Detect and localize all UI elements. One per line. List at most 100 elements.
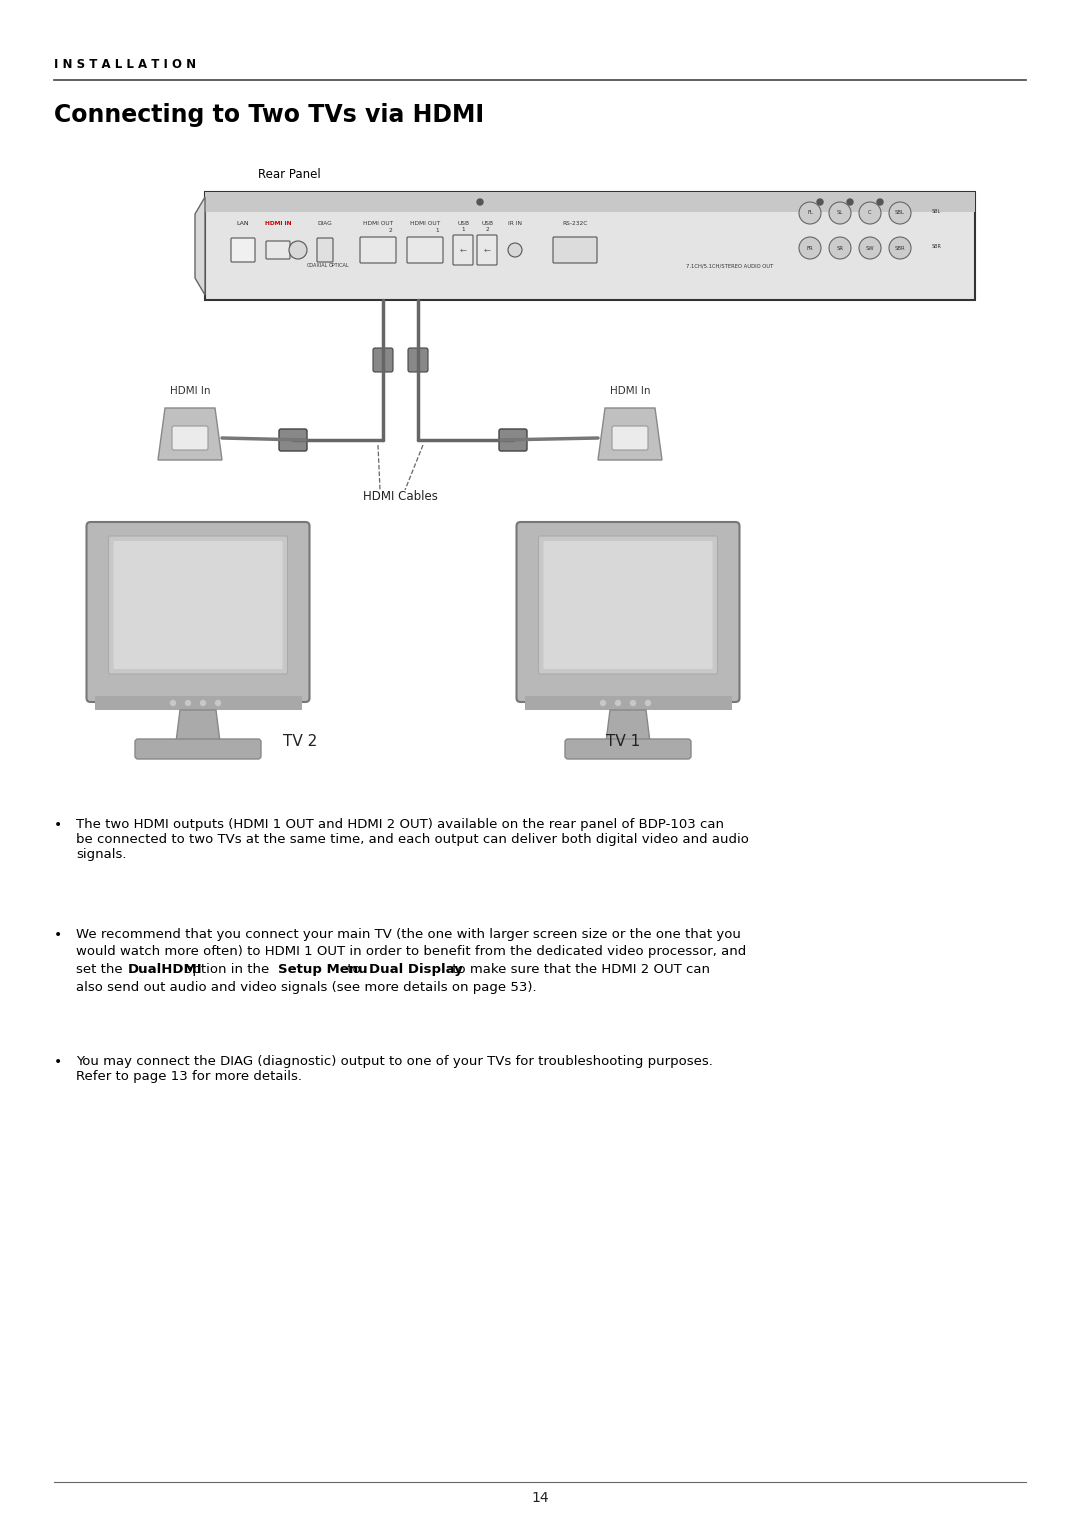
Text: SW: SW [866, 246, 875, 250]
Circle shape [477, 199, 483, 205]
Circle shape [289, 241, 307, 260]
FancyBboxPatch shape [612, 426, 648, 450]
Text: HDMI OUT: HDMI OUT [410, 221, 440, 226]
Text: DIAG: DIAG [318, 221, 333, 226]
FancyBboxPatch shape [543, 541, 713, 669]
Text: I N S T A L L A T I O N: I N S T A L L A T I O N [54, 58, 197, 70]
FancyBboxPatch shape [407, 237, 443, 263]
Text: 14: 14 [531, 1490, 549, 1506]
Circle shape [616, 701, 621, 705]
Text: DualHDMI: DualHDMI [129, 964, 203, 976]
Circle shape [859, 237, 881, 260]
Text: Dual Display: Dual Display [369, 964, 463, 976]
Text: HDMI OUT: HDMI OUT [363, 221, 393, 226]
Text: You may connect the DIAG (diagnostic) output to one of your TVs for troubleshoot: You may connect the DIAG (diagnostic) ou… [76, 1055, 713, 1083]
FancyBboxPatch shape [113, 541, 283, 669]
FancyBboxPatch shape [279, 429, 307, 450]
Circle shape [889, 202, 912, 224]
Circle shape [877, 199, 883, 205]
FancyBboxPatch shape [135, 739, 261, 759]
Text: SBL: SBL [895, 211, 905, 215]
Text: HDMI IN: HDMI IN [265, 221, 292, 226]
Text: OPTICAL: OPTICAL [328, 263, 349, 269]
Text: C: C [868, 211, 872, 215]
Circle shape [816, 199, 823, 205]
Polygon shape [195, 197, 205, 295]
Text: Setup Menu: Setup Menu [279, 964, 368, 976]
FancyBboxPatch shape [231, 238, 255, 263]
Circle shape [186, 701, 190, 705]
Text: HDMI In: HDMI In [610, 386, 650, 395]
Text: ←: ← [484, 246, 490, 255]
FancyBboxPatch shape [266, 241, 291, 260]
FancyBboxPatch shape [408, 348, 428, 373]
Text: FR: FR [807, 246, 813, 250]
Text: USB: USB [457, 221, 469, 226]
Text: 2: 2 [485, 228, 489, 232]
Text: SBR: SBR [894, 246, 905, 250]
Text: IR IN: IR IN [508, 221, 522, 226]
Polygon shape [205, 192, 975, 299]
FancyBboxPatch shape [539, 536, 717, 673]
Text: would watch more often) to HDMI 1 OUT in order to benefit from the dedicated vid: would watch more often) to HDMI 1 OUT in… [76, 945, 746, 959]
Text: TV 2: TV 2 [283, 734, 318, 750]
Circle shape [631, 701, 635, 705]
FancyBboxPatch shape [516, 522, 740, 702]
Circle shape [799, 202, 821, 224]
Text: SBR: SBR [932, 244, 942, 249]
FancyBboxPatch shape [172, 426, 208, 450]
Text: FL: FL [807, 211, 813, 215]
Text: option in the: option in the [180, 964, 274, 976]
Bar [525, 696, 731, 710]
FancyBboxPatch shape [318, 238, 333, 263]
Text: to: to [343, 964, 365, 976]
Text: TV 1: TV 1 [606, 734, 640, 750]
FancyBboxPatch shape [86, 522, 310, 702]
Circle shape [889, 237, 912, 260]
Text: 1: 1 [435, 228, 438, 234]
Circle shape [646, 701, 650, 705]
FancyBboxPatch shape [477, 235, 497, 266]
Polygon shape [205, 192, 975, 212]
Text: 1: 1 [461, 228, 464, 232]
Text: •: • [54, 1055, 63, 1069]
Text: also send out audio and video signals (see more details on page 53).: also send out audio and video signals (s… [76, 980, 537, 994]
Polygon shape [158, 408, 222, 460]
Circle shape [859, 202, 881, 224]
Text: USB: USB [481, 221, 492, 226]
FancyBboxPatch shape [108, 536, 287, 673]
Text: Connecting to Two TVs via HDMI: Connecting to Two TVs via HDMI [54, 102, 484, 127]
Polygon shape [176, 710, 220, 742]
Polygon shape [598, 408, 662, 460]
Text: to make sure that the HDMI 2 OUT can: to make sure that the HDMI 2 OUT can [447, 964, 710, 976]
Text: •: • [54, 928, 63, 942]
Text: LAN: LAN [237, 221, 249, 226]
FancyBboxPatch shape [553, 237, 597, 263]
Circle shape [799, 237, 821, 260]
Bar [95, 696, 301, 710]
Text: HDMI Cables: HDMI Cables [363, 490, 437, 502]
Text: The two HDMI outputs (HDMI 1 OUT and HDMI 2 OUT) available on the rear panel of : The two HDMI outputs (HDMI 1 OUT and HDM… [76, 818, 748, 861]
Text: 2: 2 [388, 228, 392, 234]
Text: SL: SL [837, 211, 843, 215]
Text: SBL: SBL [932, 209, 942, 214]
Circle shape [829, 237, 851, 260]
Circle shape [216, 701, 220, 705]
FancyBboxPatch shape [360, 237, 396, 263]
Text: ←: ← [459, 246, 467, 255]
FancyBboxPatch shape [453, 235, 473, 266]
Circle shape [847, 199, 853, 205]
Text: set the: set the [76, 964, 126, 976]
Polygon shape [606, 710, 650, 742]
FancyBboxPatch shape [499, 429, 527, 450]
Text: COAXIAL: COAXIAL [307, 263, 327, 269]
Text: SR: SR [837, 246, 843, 250]
Text: •: • [54, 818, 63, 832]
Text: HDMI In: HDMI In [170, 386, 211, 395]
Text: RS-232C: RS-232C [563, 221, 588, 226]
FancyBboxPatch shape [565, 739, 691, 759]
Circle shape [201, 701, 205, 705]
Text: 7.1CH/5.1CH/STEREO AUDIO OUT: 7.1CH/5.1CH/STEREO AUDIO OUT [686, 264, 773, 269]
Circle shape [600, 701, 606, 705]
Text: Rear Panel: Rear Panel [258, 168, 321, 182]
